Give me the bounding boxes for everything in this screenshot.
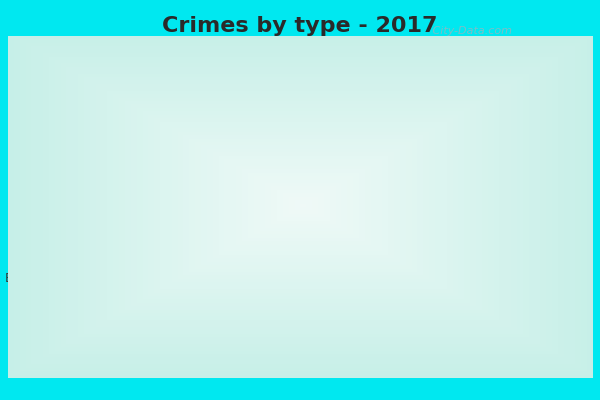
Text: Rapes (0.2%): Rapes (0.2%) bbox=[193, 167, 353, 378]
Wedge shape bbox=[298, 70, 300, 207]
Text: Arson (0.2%): Arson (0.2%) bbox=[85, 109, 296, 150]
Text: City-Data.com: City-Data.com bbox=[429, 26, 512, 36]
Wedge shape bbox=[163, 158, 300, 338]
Wedge shape bbox=[173, 103, 300, 207]
Text: Crimes by type - 2017: Crimes by type - 2017 bbox=[162, 16, 438, 36]
Text: Auto thefts (8.3%): Auto thefts (8.3%) bbox=[21, 111, 251, 129]
Text: Robberies (2.7%): Robberies (2.7%) bbox=[49, 80, 287, 98]
Wedge shape bbox=[211, 72, 300, 207]
Text: Assaults (7.8%): Assaults (7.8%) bbox=[215, 36, 439, 144]
Wedge shape bbox=[262, 70, 437, 344]
Text: Burglaries (26.3%): Burglaries (26.3%) bbox=[5, 253, 205, 285]
Wedge shape bbox=[172, 157, 300, 207]
Wedge shape bbox=[275, 70, 300, 207]
Text: Thefts (54.5%): Thefts (54.5%) bbox=[418, 214, 560, 227]
